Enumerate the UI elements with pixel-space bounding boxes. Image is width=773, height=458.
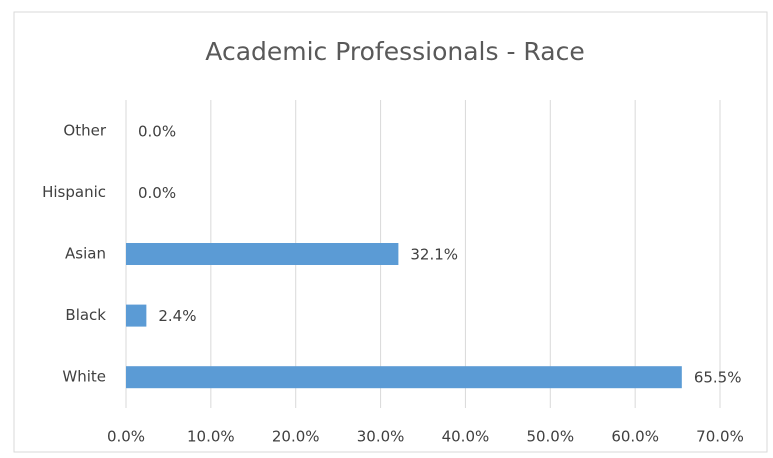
value-label: 32.1%: [410, 246, 458, 264]
x-tick-label: 0.0%: [107, 428, 145, 446]
chart-title: Academic Professionals - Race: [205, 37, 584, 66]
value-label: 65.5%: [694, 369, 742, 387]
x-tick-label: 60.0%: [611, 428, 659, 446]
x-tick-label: 30.0%: [357, 428, 405, 446]
y-tick-label: Asian: [65, 245, 106, 263]
bar: [126, 243, 399, 265]
y-tick-label: Black: [65, 306, 106, 324]
x-tick-label: 20.0%: [272, 428, 320, 446]
value-label: 0.0%: [138, 184, 176, 202]
bar: [126, 304, 147, 327]
x-tick-label: 40.0%: [442, 428, 490, 446]
value-label: 0.0%: [138, 122, 176, 140]
x-tick-label: 10.0%: [187, 428, 235, 446]
y-tick-label: Other: [63, 121, 106, 139]
x-tick-label: 50.0%: [526, 428, 574, 446]
y-tick-label: Hispanic: [42, 183, 106, 201]
value-label: 2.4%: [158, 307, 196, 325]
y-tick-label: White: [62, 368, 106, 386]
x-tick-label: 70.0%: [696, 428, 744, 446]
bar: [126, 366, 682, 389]
